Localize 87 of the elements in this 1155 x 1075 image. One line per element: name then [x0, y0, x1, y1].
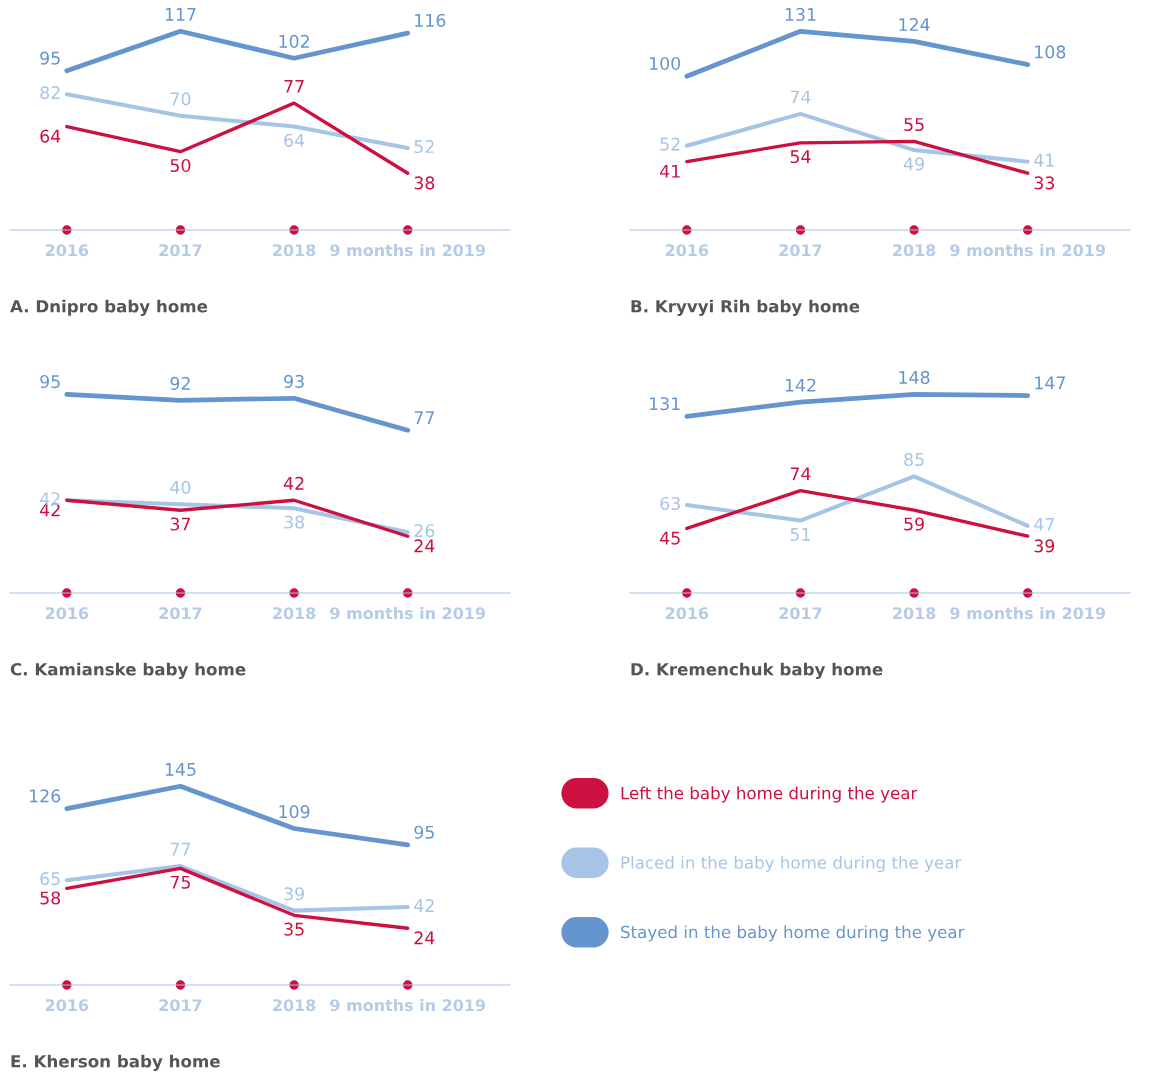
data-label: 95: [414, 825, 434, 839]
data-label: 41: [660, 164, 680, 178]
data-label: 77: [284, 79, 304, 93]
data-label: 52: [660, 137, 680, 151]
x-tick-label: 2016: [45, 999, 89, 1012]
x-tick-label: 9 months in 2019: [330, 243, 486, 257]
data-label: 109: [279, 805, 310, 819]
data-label: 38: [414, 176, 435, 190]
data-label: 42: [283, 476, 304, 490]
data-label: 42: [414, 899, 434, 912]
data-label: 54: [790, 150, 811, 164]
data-label: 131: [785, 7, 816, 21]
data-label: 51: [790, 528, 810, 541]
data-label: 126: [30, 789, 61, 803]
data-label: 35: [284, 922, 304, 936]
x-tick-label: 2016: [45, 244, 89, 257]
data-label: 116: [415, 13, 446, 27]
data-label: 75: [170, 875, 190, 889]
x-tick-label: 2018: [273, 607, 316, 620]
data-label: 64: [40, 129, 61, 143]
data-label: 38: [284, 515, 304, 529]
data-label: 82: [40, 86, 60, 100]
data-label: 95: [40, 375, 60, 389]
data-label: 108: [1035, 45, 1066, 59]
data-label: 59: [904, 517, 924, 531]
data-label: 47: [1034, 517, 1054, 531]
data-label: 33: [1034, 176, 1054, 190]
legend-label: Placed in the baby home during the year: [621, 855, 962, 873]
x-tick-label: 2017: [159, 607, 202, 620]
text: A. Dnipro baby home: [10, 299, 208, 316]
data-label: 50: [170, 158, 191, 173]
text: D. Kremenchuk baby home: [631, 662, 883, 679]
data-label: 49: [903, 157, 924, 171]
data-label: 77: [414, 411, 434, 424]
x-tick-label: 2018: [893, 244, 936, 257]
data-label: 85: [904, 452, 924, 467]
x-tick-label: 2017: [779, 607, 822, 620]
x-tick-label: 9 months in 2019: [950, 606, 1106, 620]
x-tick-label: 2016: [665, 607, 709, 620]
data-label: 65: [40, 872, 60, 886]
x-tick-label: 2018: [893, 607, 936, 620]
data-label: 100: [650, 56, 681, 71]
data-label: 64: [284, 133, 305, 147]
data-label: 124: [899, 17, 930, 31]
data-label: 142: [785, 378, 816, 392]
x-tick-label: 2018: [273, 244, 316, 257]
data-label: 93: [284, 374, 304, 388]
data-label: 55: [904, 118, 924, 132]
legend-label: Stayed in the baby home during the year: [621, 925, 965, 942]
x-tick-label: 2017: [159, 244, 202, 257]
x-tick-label: 2017: [159, 999, 202, 1012]
data-label: 39: [1034, 539, 1055, 553]
data-label: 42: [40, 492, 60, 506]
data-label: 63: [660, 496, 680, 511]
data-label: 37: [170, 517, 191, 531]
data-label: 131: [650, 397, 680, 411]
data-label: 77: [170, 842, 191, 856]
data-label: 70: [170, 92, 191, 106]
x-tick-label: 2016: [665, 244, 709, 257]
data-label: 145: [165, 763, 196, 776]
data-label: 117: [165, 8, 196, 21]
data-label: 52: [414, 139, 434, 154]
x-tick-label: 2017: [779, 244, 822, 257]
data-label: 147: [1035, 376, 1065, 390]
x-tick-label: 9 months in 2019: [950, 243, 1106, 257]
text: C. Kamianske baby home: [10, 662, 246, 679]
data-label: 40: [170, 480, 191, 494]
x-tick-label: 9 months in 2019: [330, 998, 486, 1012]
data-label: 41: [1034, 153, 1054, 167]
x-tick-label: 9 months in 2019: [330, 606, 486, 620]
data-label: 95: [40, 51, 60, 65]
text: B. Kryvyi Rih baby home: [631, 299, 860, 316]
data-label: 58: [40, 891, 61, 905]
data-label: 24: [414, 931, 435, 945]
data-label: 102: [279, 34, 309, 48]
data-label: 148: [899, 370, 930, 384]
data-label: 24: [414, 539, 435, 553]
data-label: 39: [284, 887, 304, 901]
legend-label: Left the baby home during the year: [621, 786, 918, 803]
data-label: 74: [790, 467, 811, 481]
data-label: 92: [170, 376, 190, 390]
x-tick-label: 2016: [45, 607, 89, 620]
text: E. Kherson baby home: [11, 1054, 220, 1071]
data-label: 74: [790, 90, 811, 104]
x-tick-label: 2018: [273, 999, 316, 1012]
data-label: 45: [660, 531, 680, 545]
data-label: 26: [414, 524, 435, 538]
